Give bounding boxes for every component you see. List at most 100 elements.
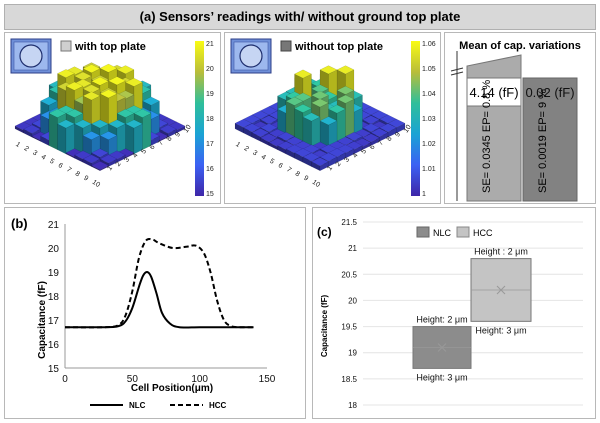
bar-face-top [319,65,338,75]
x-tick-label: 100 [191,374,208,385]
axis-tick-label: 5 [268,158,275,166]
bar-face-top [251,128,270,138]
bar-face-top [243,123,261,133]
axis-tick-label: 4 [40,154,47,162]
axis-tick-label: 3 [343,156,351,163]
bar-without-plate: 0.02 (fF) SE= 0.0019 EP= 9 % [522,77,578,202]
axis-tick-label: 8 [166,135,174,142]
bar-face-top [91,76,109,86]
x-tick-label: 150 [259,374,276,385]
bar-face-top [159,124,177,134]
sensor-thumbnail-icon [230,38,272,74]
axis-tick-label: 8 [294,170,301,178]
bar-face-top [99,131,118,140]
box-top-label: Height : 2 μm [474,247,528,257]
legend-label-nlc: NLC [433,228,452,238]
bar-face-top [91,161,109,170]
bar-face-top [294,148,312,158]
bar-face-left [57,123,67,155]
bar-face-top [91,119,109,129]
axis-tick-label: 2 [335,161,343,168]
bar-face-top [336,65,355,75]
legend-swatch-nlc [416,226,430,238]
axis-tick-label: 2 [115,161,123,168]
sensor-thumbnail-icon [10,38,52,74]
bar-face-top [82,64,101,74]
legend-label-nlc: NLC [129,401,146,410]
bar-face-top [336,94,355,104]
bar-face-top [65,108,84,118]
bar-face-top [82,154,101,164]
bar-face-right [133,123,143,155]
bar-face-top [82,91,101,101]
bar-face-top [277,131,295,141]
bar-face-top [23,124,41,134]
bar-face-top [125,77,143,87]
bar-face-top [302,152,321,162]
bar-face-top [82,131,101,140]
bar-face-left [48,113,58,151]
bar-face-top [379,123,397,133]
axis-tick-label: 3 [123,156,131,163]
bar-face-top [345,131,363,141]
legend-label: without top plate [294,41,383,53]
axis-tick-label: 2 [23,145,30,153]
bar-face-top [108,119,126,129]
bar-face-top [57,69,75,78]
axis-tick-label: 7 [377,140,385,147]
colorbar-tick-label: 16 [206,166,214,173]
axis-tick-label: 9 [82,175,89,183]
box-chart: (c) 21.5 21 20.5 20 19.5 19 18.5 18 Height: 2 μ… [317,218,583,410]
bar-face-top [302,112,321,122]
bar-cell [57,119,75,155]
mean-marker [496,285,506,295]
bar-face-top [48,108,67,118]
colorbar-tick-label: 20 [206,66,214,73]
bar-face-top [108,76,126,86]
axis-tick-label: 8 [386,135,394,142]
colorbar-tick-label: 1.02 [422,141,436,148]
legend-label-hcc: HCC [209,401,227,410]
panel-c: (c) 21.5 21 20.5 20 19.5 19 18.5 18 Height: 2 μ… [312,207,596,419]
bar-face-top [125,119,143,129]
box-top-label: Height: 2 μm [416,315,467,325]
box-bottom-label: Height: 3 μm [416,372,467,382]
legend-label-hcc: HCC [473,228,493,238]
colorbar-tick-label: 1.01 [422,166,436,173]
bar-face-top [116,108,135,118]
bar-cell [125,119,143,155]
axis-tick-label: 7 [285,166,292,174]
legend-label: with top plate [74,41,146,53]
axis-tick-label: 1 [14,141,21,149]
legend: NLC HCC [416,226,493,238]
line-chart: (b) 15 16 17 18 19 20 21 0 50 100 150 Capacitance … [11,216,276,410]
x-axis-label: Cell Position(μm) [131,383,213,394]
bar-face-top [311,157,329,167]
axis-tick-label: 8 [74,170,81,178]
axis-tick-label: 4 [260,154,267,162]
bar-value-label: 0.02 (fF) [525,85,574,100]
axis-tick-label: 1 [234,141,241,149]
colorbar-tick-label: 18 [206,116,214,123]
colorbar-tick-label: 1.06 [422,41,436,48]
axis-break [450,67,464,72]
y-tick-label: 18.5 [341,375,357,384]
panel-a2: without top plate 1.06 1.05 1.04 1.03 1.02 1.… [224,32,441,204]
mean-marker [437,343,447,352]
axis-tick-label: 10 [311,179,321,189]
colorbar-tick-label: 1.05 [422,66,436,73]
y-tick-label: 20 [48,244,60,255]
colorbar-tick-label: 1.04 [422,91,436,98]
colorbar [195,41,204,196]
y-tick-label: 20 [348,296,357,305]
bar-face-top [294,69,312,79]
bar-face-top [260,123,278,132]
bar-face-top [91,148,109,158]
panel-b: (b) 15 16 17 18 19 20 21 0 50 100 150 Capacitance … [4,207,306,419]
colorbar-tick-label: 19 [206,91,214,98]
box-bottom-label: Height: 3 μm [475,325,526,335]
bar-face-top [116,65,135,75]
bar-cell [302,112,321,151]
bar-face-top [74,119,92,129]
